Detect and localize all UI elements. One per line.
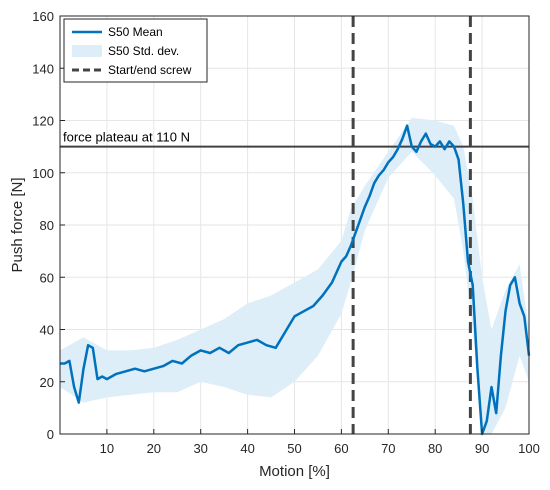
mean-line bbox=[60, 124, 531, 436]
y-tick-label: 140 bbox=[32, 61, 54, 76]
y-axis-label: Push force [N] bbox=[9, 177, 26, 272]
std-dev-band bbox=[60, 117, 529, 435]
x-tick-label: 100 bbox=[518, 441, 540, 456]
x-tick-label: 40 bbox=[240, 441, 254, 456]
x-tick-label: 60 bbox=[334, 441, 348, 456]
y-tick-label: 20 bbox=[40, 375, 54, 390]
x-tick-label: 10 bbox=[100, 441, 114, 456]
std-dev-band-area bbox=[60, 117, 529, 435]
x-tick-label: 50 bbox=[287, 441, 301, 456]
y-tick-label: 120 bbox=[32, 114, 54, 129]
plateau-label: force plateau at 110 N bbox=[63, 130, 190, 145]
legend-label: S50 Mean bbox=[108, 25, 163, 39]
legend-label: Start/end screw bbox=[108, 63, 192, 77]
y-tick-label: 160 bbox=[32, 9, 54, 24]
ticks: 10 20 30 40 50 60 70 80 90 100 0 20 40 60 80 100 120 140 1… bbox=[32, 9, 540, 456]
x-tick-label: 80 bbox=[428, 441, 442, 456]
legend-label: S50 Std. dev. bbox=[108, 44, 179, 58]
screw-markers bbox=[351, 16, 472, 434]
x-tick-label: 30 bbox=[193, 441, 207, 456]
x-axis-label: Motion [%] bbox=[259, 463, 330, 480]
x-tick-label: 70 bbox=[381, 441, 395, 456]
y-tick-label: 80 bbox=[40, 218, 54, 233]
x-tick-label: 90 bbox=[475, 441, 489, 456]
x-tick-label: 20 bbox=[147, 441, 161, 456]
y-tick-label: 100 bbox=[32, 166, 54, 181]
plateau-line-group: force plateau at 110 N bbox=[60, 130, 529, 148]
legend: S50 Mean S50 Std. dev. Start/end screw bbox=[63, 18, 208, 83]
y-tick-label: 60 bbox=[40, 270, 54, 285]
mean-series bbox=[60, 124, 531, 436]
y-tick-label: 0 bbox=[47, 427, 54, 442]
y-tick-label: 40 bbox=[40, 323, 54, 338]
legend-swatch-band bbox=[72, 45, 102, 57]
